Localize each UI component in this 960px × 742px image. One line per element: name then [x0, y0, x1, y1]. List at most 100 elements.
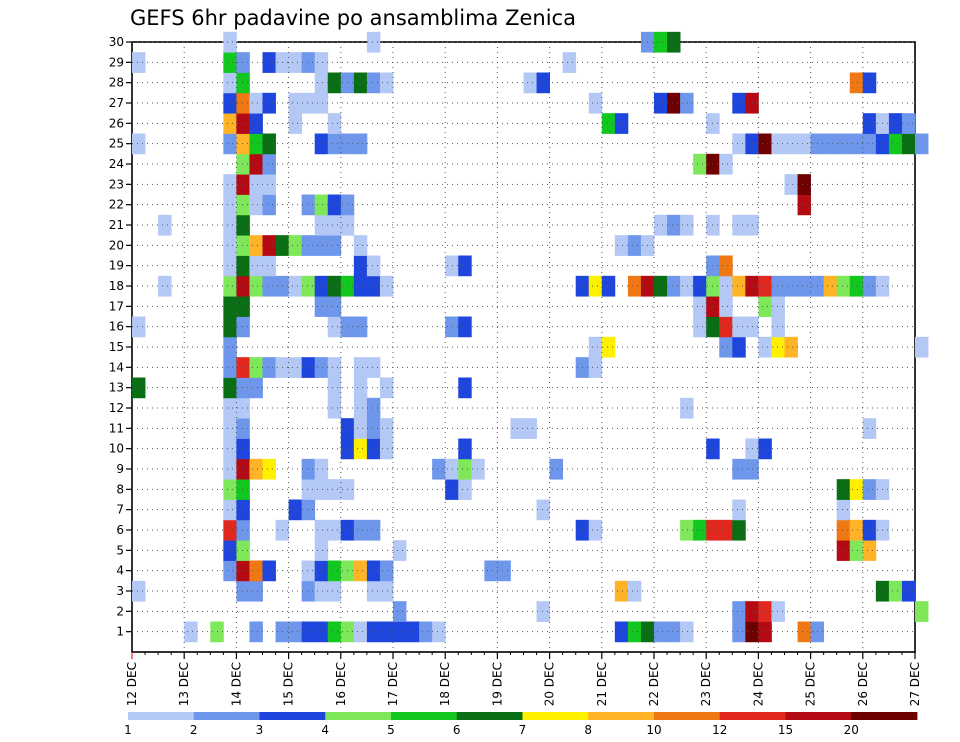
heat-cell — [353, 275, 368, 297]
heat-cell — [262, 235, 276, 256]
heat-cell — [353, 418, 368, 439]
colorbar-swatch — [851, 712, 918, 720]
heat-cell — [314, 92, 329, 114]
heat-cell — [888, 133, 903, 155]
heat-cell — [314, 235, 329, 256]
heat-cell — [614, 580, 629, 602]
heat-cell — [667, 31, 681, 53]
heat-cell — [314, 621, 329, 643]
heat-cell — [627, 235, 642, 256]
heat-cell — [262, 153, 276, 175]
heat-cell — [667, 92, 681, 114]
heat-cell — [732, 336, 746, 358]
heat-cell — [288, 113, 303, 134]
heat-cell — [836, 499, 851, 521]
y-tick-label: 1 — [116, 625, 124, 639]
heat-cell — [654, 621, 668, 643]
heat-cell — [732, 499, 746, 521]
heat-cell — [236, 194, 250, 216]
heat-cell — [732, 458, 746, 480]
heat-cell — [614, 235, 629, 256]
heat-cell — [732, 601, 746, 622]
heat-cell — [236, 52, 250, 73]
y-tick-label: 15 — [109, 340, 124, 354]
heat-cell — [458, 377, 472, 399]
heat-cell — [771, 316, 785, 338]
heat-cell — [353, 560, 368, 582]
heat-cell — [249, 275, 263, 297]
y-tick-label: 27 — [109, 96, 124, 110]
heat-cell — [236, 113, 250, 134]
heat-cell — [327, 316, 342, 338]
x-tick-label: 24 DEC — [751, 662, 765, 706]
chart-title: GEFS 6hr padavine po ansamblima Zenica — [130, 6, 576, 30]
heat-cell — [223, 52, 237, 73]
heat-cell — [249, 153, 263, 175]
heat-cell — [301, 357, 316, 378]
heat-cell — [366, 255, 381, 277]
heat-cell — [249, 194, 263, 216]
heat-cell — [223, 560, 237, 582]
heat-cell — [732, 214, 746, 236]
heat-cell — [680, 275, 694, 297]
heat-cell — [393, 601, 407, 622]
heat-cell — [458, 458, 472, 480]
heat-cell — [771, 296, 785, 317]
heat-cell — [445, 479, 459, 500]
heat-cell — [614, 621, 629, 643]
heat-cell — [223, 296, 237, 317]
heat-cell — [654, 31, 668, 53]
x-tick-label: 17 DEC — [386, 662, 400, 706]
heat-cell — [366, 397, 381, 419]
heat-cell — [379, 377, 394, 399]
y-tick-label: 11 — [109, 421, 124, 435]
heat-cell — [132, 316, 146, 338]
heat-cell — [523, 418, 537, 439]
heat-cell — [379, 560, 394, 582]
heat-cell — [901, 580, 916, 602]
heat-cell — [758, 601, 772, 622]
heat-cell — [862, 418, 877, 439]
heat-cell — [432, 621, 446, 643]
y-tick-label: 21 — [109, 218, 124, 232]
y-tick-label: 6 — [116, 523, 124, 537]
heat-cell — [223, 336, 237, 358]
heat-cell — [393, 621, 407, 643]
colorbar-swatch — [654, 712, 721, 720]
heat-cell — [680, 621, 694, 643]
heat-cell — [901, 113, 916, 134]
heat-cell — [719, 275, 733, 297]
heat-cell — [719, 336, 733, 358]
heat-cell — [758, 438, 772, 460]
heat-cell — [758, 336, 772, 358]
heat-cell — [797, 194, 811, 216]
heat-cell — [262, 174, 276, 195]
heat-cell — [862, 133, 877, 155]
heat-cell — [262, 357, 276, 378]
heat-cell — [327, 72, 342, 94]
heat-cell — [314, 52, 329, 73]
heat-cell — [784, 336, 798, 358]
heat-cell — [732, 316, 746, 338]
heat-cell — [758, 133, 772, 155]
heat-cell — [327, 519, 342, 541]
heat-cell — [432, 458, 446, 480]
heat-cell — [771, 336, 785, 358]
y-tick-label: 25 — [109, 137, 124, 151]
heat-cell — [627, 275, 642, 297]
heat-cell — [223, 357, 237, 378]
heat-cell — [236, 235, 250, 256]
heat-cell — [366, 621, 381, 643]
heat-cell — [236, 580, 250, 602]
heat-cell — [249, 357, 263, 378]
heat-cell — [262, 560, 276, 582]
heat-cell — [849, 540, 864, 561]
colorbar: 1 2 3 4 5 6 7 8 10 12 15 20 — [124, 712, 918, 737]
heat-cell — [379, 580, 394, 602]
heat-cell — [223, 499, 237, 521]
x-tick-labels: 12 DEC 13 DEC 14 DEC 15 DEC 16 DEC 17 DEC 18 D… — [125, 662, 922, 706]
heat-cell — [327, 479, 342, 500]
heat-cell — [366, 418, 381, 439]
y-tick-label: 23 — [109, 177, 124, 191]
heat-cell — [223, 275, 237, 297]
